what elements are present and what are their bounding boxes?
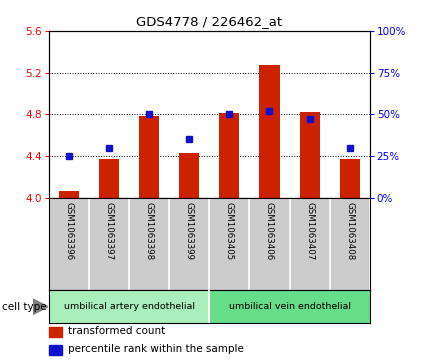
Text: GSM1063407: GSM1063407 [305,203,314,261]
Text: umbilical vein endothelial: umbilical vein endothelial [229,302,351,311]
Text: cell type: cell type [2,302,47,312]
Polygon shape [33,299,48,314]
Bar [300,112,320,198]
Bar [59,191,79,198]
Bar [209,290,370,323]
Bar [259,65,280,198]
Bar [49,345,62,355]
Text: GSM1063397: GSM1063397 [105,203,113,261]
Text: GSM1063396: GSM1063396 [65,203,74,261]
Bar [219,113,239,198]
Text: GSM1063406: GSM1063406 [265,203,274,261]
Text: transformed count: transformed count [68,326,165,336]
Bar [139,117,159,198]
Text: GSM1063405: GSM1063405 [225,203,234,261]
Text: umbilical artery endothelial: umbilical artery endothelial [64,302,195,311]
Text: GSM1063399: GSM1063399 [185,203,194,261]
Bar [179,153,199,198]
Bar [49,290,209,323]
Text: percentile rank within the sample: percentile rank within the sample [68,344,244,354]
Bar [99,159,119,198]
Bar [49,327,62,337]
Title: GDS4778 / 226462_at: GDS4778 / 226462_at [136,15,282,28]
Bar [340,159,360,198]
Text: GSM1063398: GSM1063398 [144,203,154,261]
Text: GSM1063408: GSM1063408 [345,203,354,261]
